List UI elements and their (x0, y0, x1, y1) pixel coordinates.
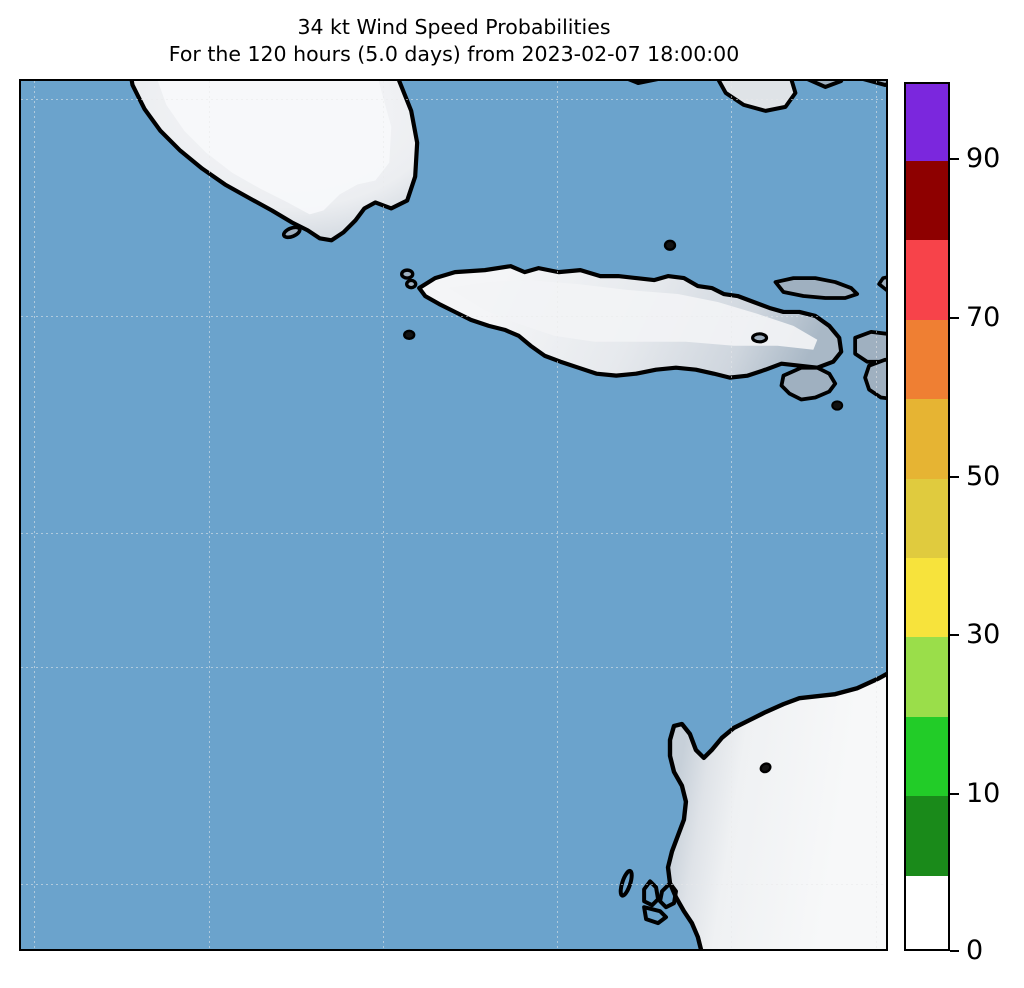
tick-mark-icon (950, 950, 959, 952)
band-70-80 (906, 240, 948, 320)
colorbar-tick-label: 70 (966, 301, 1001, 333)
island-bali (853, 329, 886, 364)
island-karimunjawa (663, 239, 677, 251)
band-90-100 (906, 84, 948, 161)
map-basemap (129, 81, 886, 949)
tick-mark-icon (950, 634, 959, 636)
colorbar-ticks: 90 70 50 30 10 0 (950, 82, 1024, 964)
tick-mark-icon (950, 476, 959, 478)
tick-mark-icon (950, 158, 959, 160)
islands-far-east (877, 275, 886, 292)
islets-sunda-strait (400, 268, 418, 290)
colorbar-tick-label: 30 (966, 618, 1001, 650)
band-20-30 (906, 637, 948, 717)
band-80-90 (906, 161, 948, 240)
colorbar[interactable]: 90 70 50 30 10 0 (904, 82, 1000, 964)
tick-mark-icon (950, 793, 959, 795)
island-sumbawa (863, 357, 886, 400)
island-madura (773, 276, 860, 300)
island-nw-australia (759, 762, 772, 774)
colorbar-tick-label: 90 (966, 142, 1001, 174)
island-bawean (751, 332, 769, 344)
colorbar-gradient[interactable] (904, 82, 950, 951)
band-10-20 (906, 717, 948, 796)
tick-mark-icon (950, 317, 959, 319)
island-enggano (281, 225, 302, 240)
band-0-5 (906, 876, 948, 949)
colorbar-tick-label: 50 (966, 460, 1001, 492)
title-line-primary: 34 kt Wind Speed Probabilities (297, 15, 611, 39)
landmass-java (417, 264, 844, 380)
colorbar-tick-label: 10 (966, 777, 1001, 809)
band-60-70 (906, 320, 948, 399)
islands-lesser-sunda (779, 365, 844, 411)
band-5-10 (906, 796, 948, 876)
landmass-sumatra (129, 81, 420, 243)
chart-title: 34 kt Wind Speed Probabilities For the 1… (0, 14, 908, 68)
landmass-australia (665, 664, 886, 949)
map-axes[interactable] (19, 79, 888, 951)
title-line-secondary: For the 120 hours (5.0 days) from 2023-0… (168, 42, 740, 67)
band-50-60 (906, 399, 948, 479)
colorbar-tick-label: 0 (966, 934, 984, 966)
islets-australia-coast (618, 868, 678, 926)
landmass-borneo-edge (627, 81, 886, 113)
band-40-50 (906, 479, 948, 558)
band-30-40 (906, 558, 948, 637)
island-christmas (403, 329, 416, 341)
